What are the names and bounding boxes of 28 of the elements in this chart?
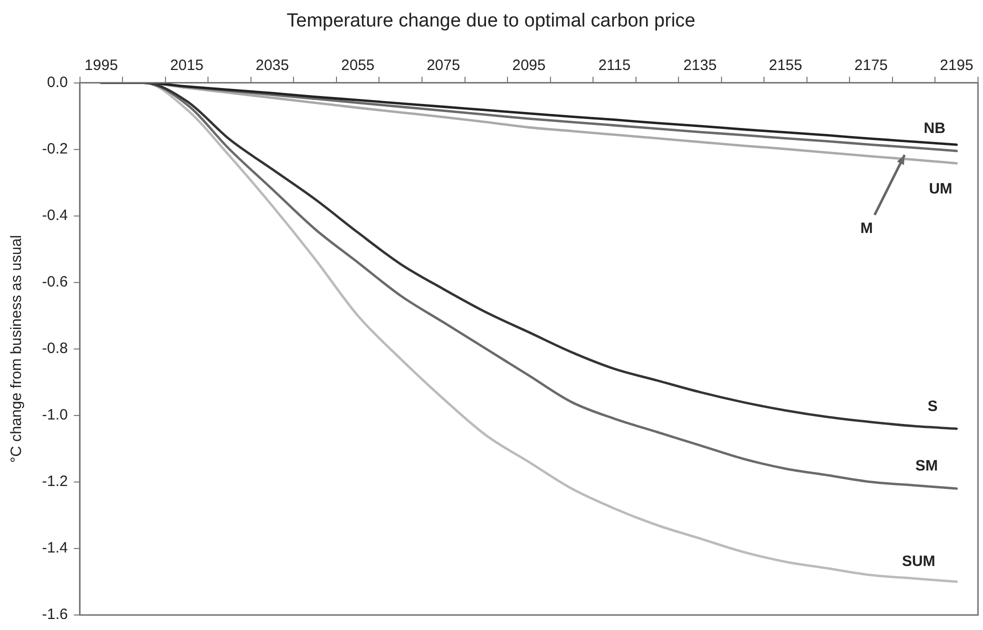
- y-tick-label: -0.4: [42, 206, 68, 224]
- x-tick-label: 2095: [512, 56, 546, 74]
- y-tick-label: -0.6: [42, 274, 68, 291]
- x-tick-label: 2075: [426, 56, 460, 74]
- series-label: SM: [915, 458, 938, 475]
- x-tick-label: 2175: [854, 56, 888, 74]
- y-axis-title: °C change from business as usual: [8, 235, 26, 463]
- series-label: SUM: [902, 552, 936, 570]
- x-tick-label: 1995: [84, 56, 118, 74]
- x-tick-label: 2055: [341, 56, 375, 74]
- y-tick-label: -1.2: [42, 473, 68, 490]
- x-tick-label: 2155: [768, 56, 802, 74]
- series-label: NB: [924, 120, 946, 137]
- y-tick-label: 0.0: [46, 74, 68, 91]
- x-tick-label: 2115: [598, 56, 631, 74]
- text: M: [860, 220, 873, 238]
- chart-title: Temperature change due to optimal carbon price: [286, 10, 696, 32]
- y-tick-label: -1.4: [42, 540, 68, 557]
- x-tick-label: 2135: [683, 56, 717, 74]
- x-tick-label: 2015: [170, 56, 204, 74]
- x-tick-label: 2195: [940, 56, 974, 74]
- series-label: UM: [928, 180, 952, 198]
- series-label: S: [928, 398, 938, 415]
- x-tick-label: 2035: [256, 56, 289, 74]
- y-tick-label: -0.2: [42, 140, 68, 158]
- y-tick-label: -1.0: [42, 406, 68, 424]
- y-tick-label: -1.6: [42, 606, 68, 624]
- y-tick-label: -0.8: [42, 340, 68, 358]
